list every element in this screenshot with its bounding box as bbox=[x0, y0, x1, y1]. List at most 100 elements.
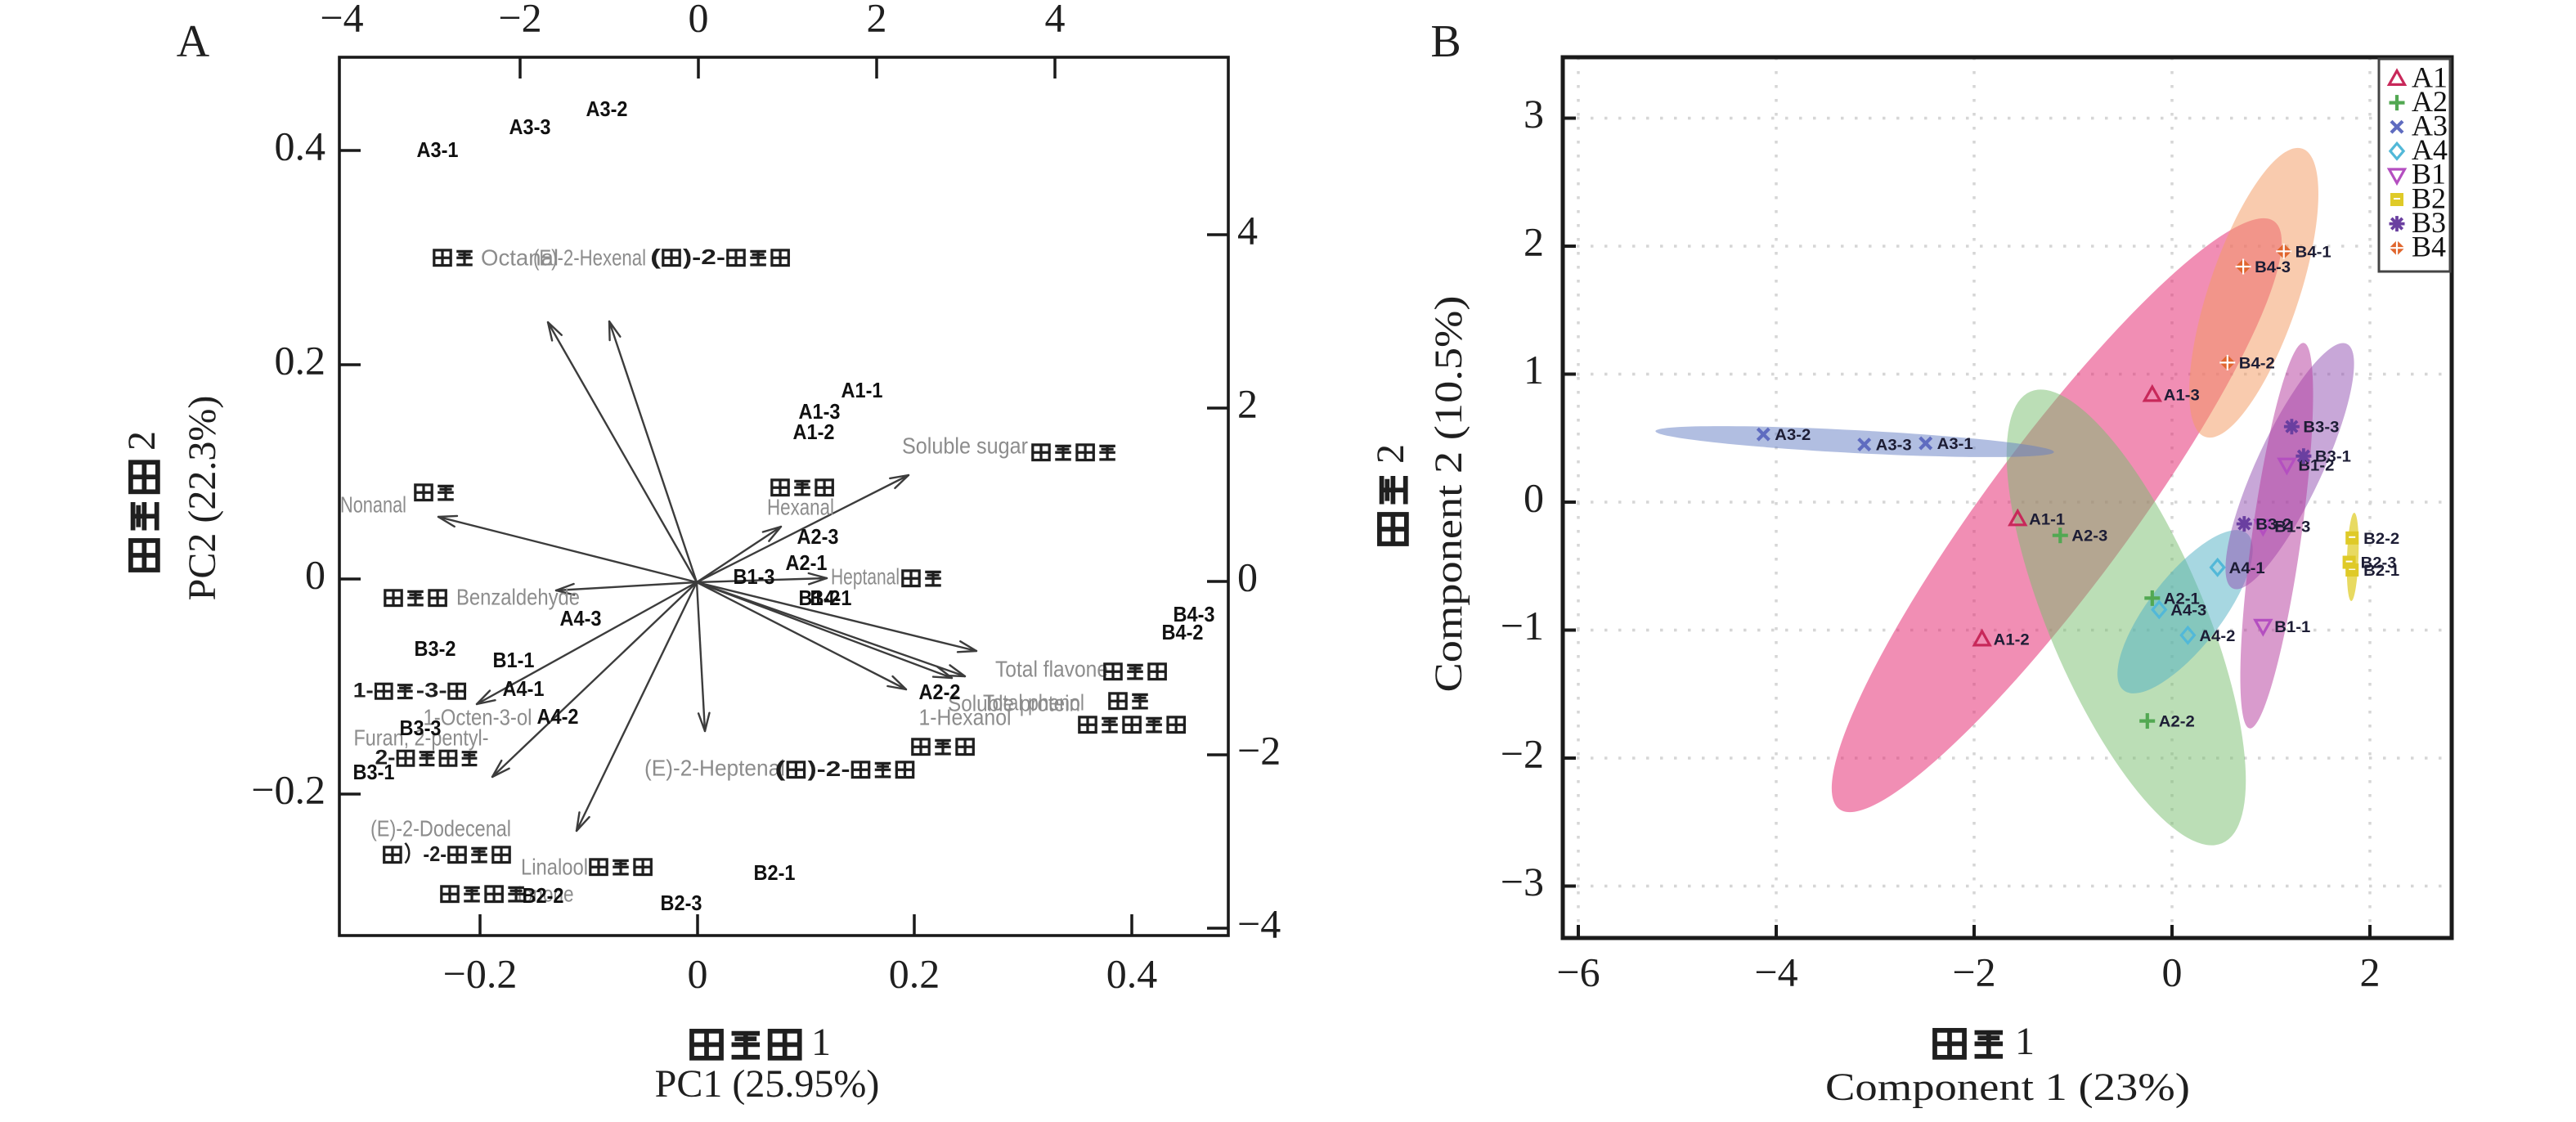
svg-text:Total flavone: Total flavone bbox=[995, 656, 1108, 681]
svg-text:2: 2 bbox=[2360, 949, 2381, 994]
svg-text:0: 0 bbox=[688, 950, 708, 996]
svg-text:-3-: -3- bbox=[416, 680, 447, 702]
svg-text:Soluble protein: Soluble protein bbox=[948, 690, 1080, 716]
svg-text:Soluble sugar: Soluble sugar bbox=[902, 433, 1028, 458]
svg-text:A3-1: A3-1 bbox=[1937, 436, 1973, 453]
svg-text:A4-2: A4-2 bbox=[2199, 628, 2235, 645]
svg-text:A4-2: A4-2 bbox=[537, 704, 579, 729]
svg-text:(: ( bbox=[774, 756, 785, 781]
svg-text:0.4: 0.4 bbox=[1106, 950, 1158, 996]
svg-text:B2-2: B2-2 bbox=[2363, 531, 2399, 548]
svg-text:A2-1: A2-1 bbox=[786, 550, 828, 575]
svg-text:0.4: 0.4 bbox=[275, 123, 326, 168]
svg-text:Hexanal: Hexanal bbox=[767, 494, 834, 519]
svg-text:B1-3: B1-3 bbox=[734, 564, 775, 589]
svg-text:−0.2: −0.2 bbox=[251, 766, 325, 812]
svg-text:4: 4 bbox=[1237, 207, 1258, 253]
svg-text:)-2-: )-2- bbox=[808, 756, 850, 781]
svg-text:B3: B3 bbox=[2412, 206, 2446, 239]
svg-text:0: 0 bbox=[305, 551, 325, 597]
svg-text:B4-1: B4-1 bbox=[810, 586, 852, 610]
svg-text:2: 2 bbox=[120, 431, 164, 451]
svg-text:Component 1 (23%): Component 1 (23%) bbox=[1825, 1066, 2190, 1109]
svg-text:B2-2: B2-2 bbox=[523, 883, 564, 908]
svg-text:A1-3: A1-3 bbox=[799, 399, 841, 424]
svg-text:A4-1: A4-1 bbox=[2229, 560, 2265, 577]
svg-text:−4: −4 bbox=[320, 0, 363, 40]
svg-text:−2: −2 bbox=[1952, 949, 1995, 994]
svg-text:Octanal: Octanal bbox=[481, 245, 559, 270]
svg-text:0.2: 0.2 bbox=[889, 950, 940, 996]
svg-text:(E)-2-Heptenal: (E)-2-Heptenal bbox=[644, 755, 785, 780]
svg-text:A4-1: A4-1 bbox=[503, 676, 545, 701]
svg-text:−2: −2 bbox=[498, 0, 541, 40]
svg-text:B4-2: B4-2 bbox=[1162, 620, 1204, 644]
svg-text:1-Hexanol: 1-Hexanol bbox=[919, 704, 1012, 729]
svg-text:−4: −4 bbox=[1754, 949, 1797, 994]
svg-text:B3-1: B3-1 bbox=[353, 760, 395, 784]
svg-text:B2-3: B2-3 bbox=[661, 891, 702, 915]
svg-text:1-Octen-3-ol: 1-Octen-3-ol bbox=[424, 704, 532, 729]
svg-text:B4-1: B4-1 bbox=[2296, 244, 2331, 261]
svg-text:A1-1: A1-1 bbox=[2029, 511, 2065, 528]
svg-text:4: 4 bbox=[1045, 0, 1066, 40]
svg-text:0: 0 bbox=[1237, 554, 1258, 599]
svg-text:−2: −2 bbox=[1237, 727, 1281, 773]
svg-text:A3-1: A3-1 bbox=[417, 137, 459, 162]
svg-text:2: 2 bbox=[1237, 380, 1258, 426]
svg-text:Component 2 (10.5%): Component 2 (10.5%) bbox=[1427, 296, 1470, 693]
svg-text:A1-1: A1-1 bbox=[841, 378, 883, 402]
svg-text:2-: 2- bbox=[375, 747, 396, 770]
svg-text:B2: B2 bbox=[2412, 182, 2446, 214]
svg-text:Linalool: Linalool bbox=[521, 854, 588, 879]
svg-text:Heptanal: Heptanal bbox=[831, 563, 900, 589]
svg-text:A2-3: A2-3 bbox=[797, 524, 839, 549]
svg-text:A3: A3 bbox=[2412, 109, 2448, 141]
svg-text:Total phenol: Total phenol bbox=[983, 689, 1084, 715]
svg-text:0: 0 bbox=[2162, 949, 2183, 994]
svg-text:A2: A2 bbox=[2412, 85, 2448, 118]
svg-text:0: 0 bbox=[689, 0, 709, 40]
svg-text:A4-3: A4-3 bbox=[560, 606, 602, 631]
svg-text:A2-3: A2-3 bbox=[2071, 528, 2107, 545]
svg-text:Furan, 2-pentyl-: Furan, 2-pentyl- bbox=[354, 725, 489, 750]
svg-text:B4: B4 bbox=[2412, 230, 2446, 263]
svg-text:B3-2: B3-2 bbox=[2255, 517, 2291, 534]
svg-text:A3-3: A3-3 bbox=[509, 114, 551, 139]
svg-text:A2-2: A2-2 bbox=[2159, 714, 2195, 731]
svg-text:A4-3: A4-3 bbox=[2170, 603, 2206, 620]
svg-text:0: 0 bbox=[1524, 474, 1544, 520]
svg-text:）-2-: ）-2- bbox=[404, 842, 447, 866]
svg-text:A3-2: A3-2 bbox=[586, 96, 628, 121]
svg-text:B3-2: B3-2 bbox=[415, 636, 456, 661]
svg-text:B2-1: B2-1 bbox=[2363, 563, 2399, 580]
svg-text:B3-3: B3-3 bbox=[400, 716, 442, 740]
svg-text:1: 1 bbox=[2015, 1020, 2035, 1063]
svg-text:−0.2: −0.2 bbox=[443, 950, 518, 996]
svg-text:2: 2 bbox=[1524, 218, 1544, 264]
svg-text:A1-3: A1-3 bbox=[2164, 388, 2200, 405]
svg-text:A1-2: A1-2 bbox=[1994, 632, 2030, 649]
svg-text:A3-3: A3-3 bbox=[1876, 438, 1912, 455]
svg-text:2: 2 bbox=[867, 0, 887, 40]
svg-text:(: ( bbox=[650, 245, 661, 269]
svg-text:B1-3: B1-3 bbox=[2274, 519, 2310, 536]
svg-text:−1: −1 bbox=[1501, 603, 1544, 649]
svg-text:B4-2: B4-2 bbox=[2239, 355, 2275, 372]
svg-text:B1-1: B1-1 bbox=[2274, 619, 2310, 636]
svg-text:B2-3: B2-3 bbox=[2361, 555, 2397, 572]
svg-text:PC1 (25.95%): PC1 (25.95%) bbox=[655, 1062, 880, 1106]
svg-text:A1: A1 bbox=[2412, 61, 2448, 93]
svg-text:B: B bbox=[1430, 16, 1461, 67]
svg-text:−3: −3 bbox=[1501, 859, 1544, 904]
svg-text:Ionone: Ionone bbox=[518, 881, 574, 906]
svg-text:B1: B1 bbox=[2412, 158, 2446, 191]
svg-text:Benzaldehyde: Benzaldehyde bbox=[456, 584, 580, 609]
svg-text:PC2 (22.3%): PC2 (22.3%) bbox=[181, 396, 224, 601]
svg-text:−6: −6 bbox=[1556, 949, 1600, 994]
svg-text:B1-1: B1-1 bbox=[493, 648, 535, 672]
svg-text:(E)-2-Hexenal: (E)-2-Hexenal bbox=[533, 245, 646, 270]
svg-text:B4-3: B4-3 bbox=[2255, 259, 2291, 276]
svg-text:B2-1: B2-1 bbox=[754, 860, 796, 885]
svg-text:A2-1: A2-1 bbox=[2164, 590, 2200, 608]
